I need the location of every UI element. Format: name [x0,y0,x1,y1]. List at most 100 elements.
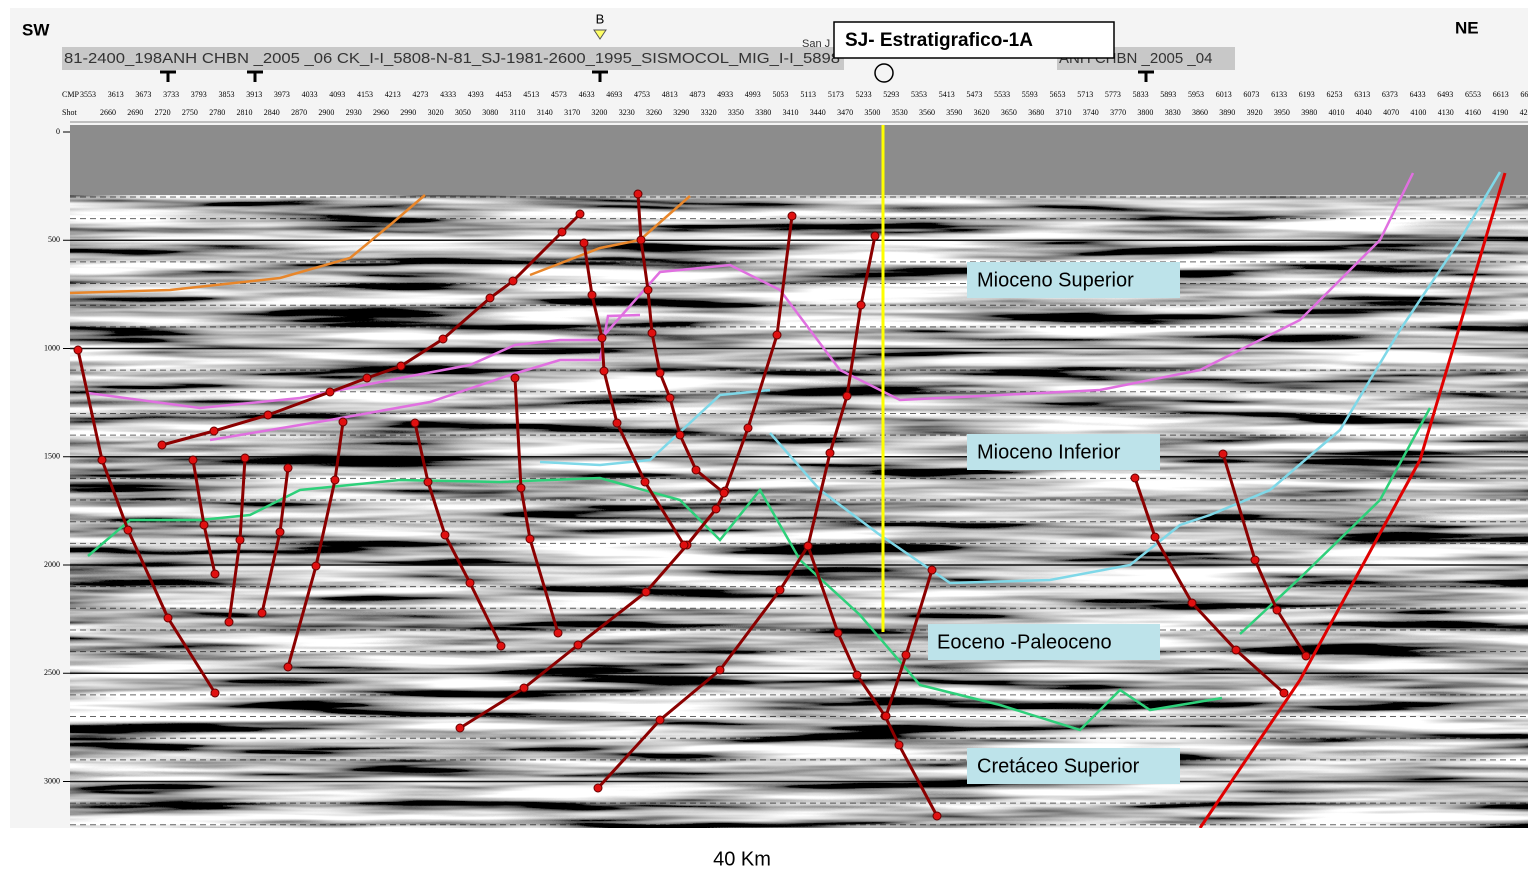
fault-node [396,361,406,371]
fault-node [597,333,607,343]
fault-node [593,783,603,793]
shot-label: 3830 [1165,108,1181,117]
shot-label: 4130 [1438,108,1454,117]
cmp-label: 3733 [163,90,179,99]
shot-label: 3290 [673,108,689,117]
fault-node [188,455,198,465]
fault-node [881,711,891,721]
formation-label: Eoceno -Paleoceno [937,631,1112,653]
fault-node [842,391,852,401]
shot-label: 3230 [619,108,635,117]
fault [1221,453,1308,657]
formation-label: Cretáceo Superior [977,755,1140,777]
fault-node [209,426,219,436]
fault-node [508,276,518,286]
fault-node [257,608,267,618]
fault-node [719,488,729,498]
shot-label: 3560 [919,108,935,117]
cmp-label: 6553 [1465,90,1481,99]
fault-node [1231,645,1241,655]
shot-label: 2990 [400,108,416,117]
seismic-image [70,125,1528,828]
cmp-label: 5413 [939,90,955,99]
cmp-label: 6313 [1354,90,1370,99]
fault-node [655,368,665,378]
formation-box [928,624,1160,660]
horizon [87,476,1223,732]
cmp-label: 3973 [274,90,290,99]
shot-label: 3140 [537,108,553,117]
fault-node [525,534,535,544]
cmp-label: 5353 [911,90,927,99]
shot-label: 3620 [974,108,990,117]
scale-label: 40 Km [713,848,771,870]
shot-label: 2750 [182,108,198,117]
cmp-label: 5653 [1050,90,1066,99]
fault-node [553,628,563,638]
cmp-label: 6493 [1437,90,1453,99]
cmp-label: 3613 [108,90,124,99]
cmp-label: 4093 [329,90,345,99]
fault-node [163,613,173,623]
fault-node [465,578,475,588]
cmp-label: 4753 [634,90,650,99]
marker-triangle [593,29,607,40]
shot-label: 3680 [1028,108,1044,117]
depth-label: 1000 [44,343,60,352]
fault-node [1301,651,1311,661]
shot-label: 3980 [1301,108,1317,117]
fault-node [455,723,465,733]
fault-node [283,662,293,672]
depth-label: 2000 [44,560,60,569]
shot-label: 4190 [1492,108,1508,117]
shot-label: 3350 [728,108,744,117]
formation-box [967,262,1180,298]
fault-node [679,540,689,550]
fault-node [901,650,911,660]
shot-label: 3110 [510,108,526,117]
cmp-label: 5233 [856,90,872,99]
fault-node [775,585,785,595]
formation-label: Mioceno Inferior [977,441,1121,463]
shot-label: 3200 [591,108,607,117]
cmp-label: 6073 [1243,90,1259,99]
horizon [539,388,771,467]
fault-node [440,530,450,540]
horizon [87,172,1415,410]
fault-node [636,235,646,245]
shot-label: 3080 [482,108,498,117]
shot-label: 4220 [1520,108,1528,117]
cmp-label: 6133 [1271,90,1287,99]
fault-node [283,463,293,473]
fault [286,421,345,668]
fault-node [519,683,529,693]
well-name: SJ- Estratigrafico-1A [845,30,1033,51]
shot-label: 3800 [1137,108,1153,117]
fault-node [856,300,866,310]
cmp-label: 4933 [717,90,733,99]
fault-node [1250,555,1260,565]
fault-node [438,334,448,344]
fault-node [612,418,622,428]
well-symbol [874,63,894,83]
fault-node [932,811,942,821]
shot-label: 3050 [455,108,471,117]
fault-node [675,430,685,440]
shot-label: 3950 [1274,108,1290,117]
cmp-label: 6613 [1493,90,1509,99]
cmp-label: 5953 [1188,90,1204,99]
line-names: 81-2400_198ANH CHBN _2005 _06 CK_I-I_580… [64,50,840,67]
fault-node [263,410,273,420]
fault-node [423,477,433,487]
horizon [529,195,691,277]
line-ties [160,70,1154,82]
fault-node [325,387,335,397]
fault-node [97,455,107,465]
cmp-label: 5833 [1133,90,1149,99]
shot-label: 4010 [1329,108,1345,117]
horizons [69,171,1502,732]
depth-label: 1500 [44,452,60,461]
depth-lines [70,196,1528,826]
shot-label: 2870 [291,108,307,117]
cmp-label: 5053 [773,90,789,99]
